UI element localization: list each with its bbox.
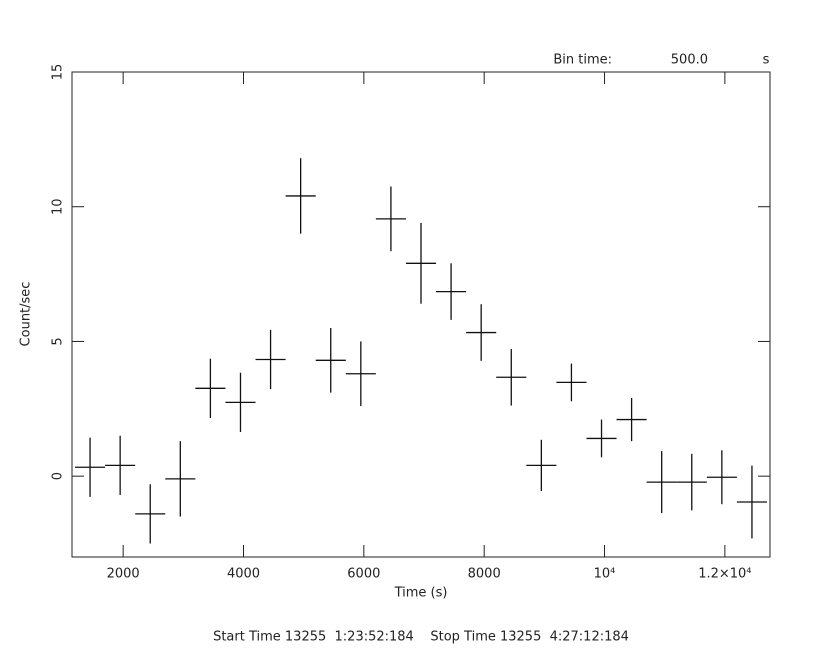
y-tick-label: 5 [51,337,66,345]
x-tick-label: 8000 [468,567,501,582]
y-tick-label: 15 [51,64,66,81]
x-tick-label: 2000 [107,567,140,582]
plot-frame [71,71,771,558]
x-tick-label: 1.2×10⁴ [698,567,751,582]
x-tick-label: 10⁴ [594,567,616,582]
y-tick-label: 0 [51,472,66,480]
y-tick-label: 10 [51,198,66,215]
x-axis-label: Time (s) [394,586,448,601]
x-tick-label: 6000 [347,567,380,582]
bin-time-value: 500.0 [671,53,708,68]
bin-time-unit: s [763,53,770,68]
footer: Start Time 13255 1:23:52:184 Stop Time 1… [213,630,629,645]
y-axis-label: Count/sec [19,282,34,347]
x-tick-label: 4000 [227,567,260,582]
bin-time-label: Bin time: [553,53,612,68]
